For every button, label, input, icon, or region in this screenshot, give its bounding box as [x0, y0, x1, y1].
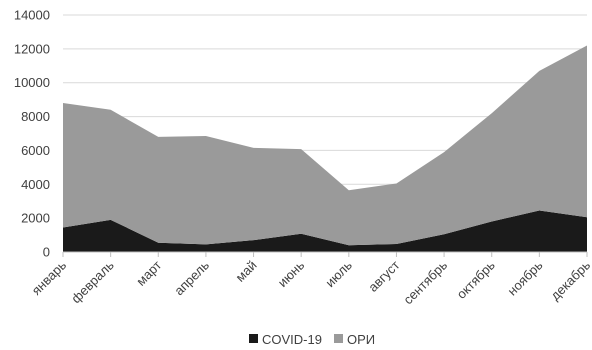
y-tick-label: 10000 [14, 75, 50, 90]
x-tick-label: июль [322, 257, 355, 290]
y-tick-label: 12000 [14, 41, 50, 56]
x-tick-label: май [232, 258, 259, 285]
y-tick-label: 2000 [21, 211, 50, 226]
y-tick-label: 4000 [21, 177, 50, 192]
x-tick-label: ноябрь [505, 257, 546, 298]
legend-swatch [334, 334, 343, 343]
x-tick-labels: январь февраль март апрель май июнь июль август… [29, 257, 592, 307]
x-tick-label: апрель [171, 257, 212, 298]
legend: COVID-19 ОРИ [249, 332, 375, 347]
legend-label: COVID-19 [262, 332, 322, 347]
legend-label: ОРИ [347, 332, 375, 347]
covid-area [63, 210, 587, 252]
y-tick-label: 14000 [14, 8, 50, 23]
x-tick-label: январь [29, 257, 70, 298]
legend-swatch [249, 334, 258, 343]
x-tick-label: сентябрь [400, 257, 450, 307]
y-tick-labels: 0 2000 4000 6000 8000 10000 12000 14000 [14, 8, 50, 260]
y-tick-label: 0 [43, 245, 50, 260]
x-tick-label: декабрь [548, 257, 592, 303]
area-series [63, 45, 587, 252]
axes [62, 251, 588, 257]
x-tick-label: октябрь [454, 257, 498, 301]
x-tick-label: июнь [275, 257, 308, 290]
y-tick-label: 6000 [21, 143, 50, 158]
x-tick-label: март [133, 257, 164, 288]
y-tick-label: 8000 [21, 109, 50, 124]
x-tick-label: февраль [68, 257, 117, 306]
x-tick-label: август [365, 257, 402, 294]
ori-area [63, 45, 587, 246]
